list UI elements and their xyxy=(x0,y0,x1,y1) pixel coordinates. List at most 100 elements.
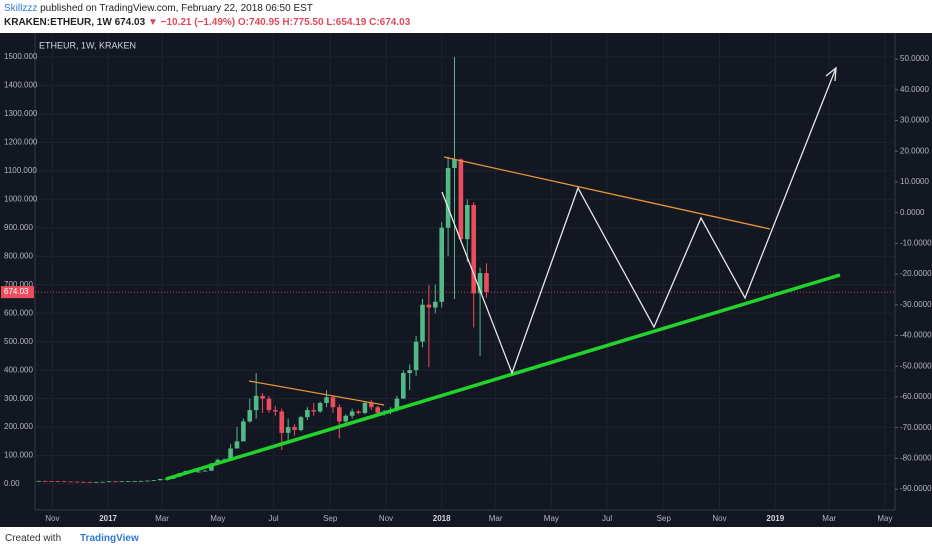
change: ▼ −10.21 (−1.49%) xyxy=(147,17,236,28)
x-tick-label: Mar xyxy=(822,514,836,523)
chart-background xyxy=(0,33,932,527)
x-tick-label: May xyxy=(210,514,225,523)
last-price-label: 674.03 xyxy=(4,287,29,296)
y2-tick-label: 30.0000 xyxy=(900,116,929,125)
candle-body xyxy=(234,441,240,449)
y2-tick-label: -70.0000 xyxy=(900,423,932,432)
y2-tick-label: -10.0000 xyxy=(900,239,932,248)
candle-body xyxy=(349,411,355,416)
candle-body xyxy=(458,159,464,240)
y-tick-label: 1400.000 xyxy=(4,81,38,90)
ohlc-open: O:740.95 xyxy=(237,17,280,28)
candle-body xyxy=(157,478,163,481)
candle-body xyxy=(426,304,432,308)
candle-body xyxy=(369,402,374,408)
candle-body xyxy=(394,398,400,411)
candle-body xyxy=(42,480,48,482)
candle-body xyxy=(151,480,157,482)
x-tick-label: Nov xyxy=(379,514,393,523)
candle-body xyxy=(247,410,253,422)
x-tick-label: Nov xyxy=(712,514,726,523)
x-tick-label: Jul xyxy=(602,514,612,523)
candle-body xyxy=(68,481,73,483)
candle-body xyxy=(119,481,125,483)
y-tick-label: 0.00 xyxy=(4,479,20,488)
y-tick-label: 600.000 xyxy=(4,308,33,317)
candle-body xyxy=(375,407,381,413)
y2-tick-label: -90.0000 xyxy=(900,484,932,493)
candle-body xyxy=(125,481,131,483)
candle-body xyxy=(477,273,483,294)
candle-body xyxy=(55,481,61,483)
trendline xyxy=(248,380,385,406)
candle-body xyxy=(113,481,118,483)
y-tick-label: 1300.000 xyxy=(4,109,38,118)
symbol: KRAKEN:ETHEUR, 1W xyxy=(4,17,112,28)
candle-body xyxy=(228,448,233,460)
candle-body xyxy=(420,304,425,342)
candle-body xyxy=(253,395,259,411)
ohlc-close: C:674.03 xyxy=(369,17,411,28)
candle-body xyxy=(81,481,86,483)
x-tick-label: Mar xyxy=(489,514,503,523)
candle-body xyxy=(292,427,297,430)
candle-body xyxy=(260,395,265,399)
support-line xyxy=(165,273,841,481)
x-tick-label: Mar xyxy=(155,514,169,523)
candle-body xyxy=(202,470,208,472)
x-tick-label: May xyxy=(877,514,892,523)
y-tick-label: 800.000 xyxy=(4,251,33,260)
y-tick-label: 1200.000 xyxy=(4,137,38,146)
y2-tick-label: 40.0000 xyxy=(900,85,929,94)
x-tick-label: Sep xyxy=(657,514,672,523)
candle-body xyxy=(445,167,451,228)
arrow-head xyxy=(825,66,837,82)
axes: 0.00 100.000 200.000 300.000 400.000 500.000 6… xyxy=(1,52,932,523)
candle-body xyxy=(100,481,105,483)
candle-body xyxy=(324,397,329,403)
candle-body xyxy=(298,417,304,430)
candle-body xyxy=(132,481,137,482)
x-tick-label: May xyxy=(544,514,559,523)
candle-body xyxy=(330,397,336,408)
candle-body xyxy=(471,205,476,294)
y2-tick-label: 10.0000 xyxy=(900,177,929,186)
candle-body xyxy=(452,159,457,168)
ohlc-high: H:775.50 xyxy=(282,17,324,28)
candle-body xyxy=(49,481,54,482)
candles xyxy=(35,56,895,483)
candle-body xyxy=(343,415,349,422)
candle-body xyxy=(484,273,489,293)
candle-body xyxy=(432,301,438,308)
y2-tick-label: -50.0000 xyxy=(900,361,932,370)
candle-body xyxy=(196,471,201,473)
trendline xyxy=(443,156,771,230)
y-tick-label: 100.000 xyxy=(4,451,33,460)
candle-body xyxy=(209,463,214,471)
candle-body xyxy=(279,411,285,433)
y2-tick-label: -40.0000 xyxy=(900,331,932,340)
y2-tick-label: -30.0000 xyxy=(900,300,932,309)
y2-tick-label: 0.0000 xyxy=(900,208,925,217)
brand[interactable]: TradingView xyxy=(80,533,139,544)
y-tick-label: 1100.000 xyxy=(4,166,37,175)
y-tick-label: 200.000 xyxy=(4,422,33,431)
price: 674.03 xyxy=(114,17,146,28)
candle-body xyxy=(145,480,150,482)
projection-path xyxy=(441,67,837,375)
x-tick-label: 2017 xyxy=(99,514,117,523)
y2-tick-label: -60.0000 xyxy=(900,392,932,401)
candle-body xyxy=(356,411,361,413)
candle-body xyxy=(305,410,310,418)
candle-body xyxy=(87,481,93,483)
x-tick-label: Jul xyxy=(268,514,278,523)
candle-body xyxy=(285,427,291,433)
footer: Created with TradingView xyxy=(0,527,932,550)
y-tick-label: 300.000 xyxy=(4,394,33,403)
y-tick-label: 900.000 xyxy=(4,223,33,232)
y-tick-label: 400.000 xyxy=(4,365,33,374)
author[interactable]: Skillzzz xyxy=(4,3,38,14)
symbol-line: KRAKEN:ETHEUR, 1W 674.03 ▼ −10.21 (−1.49… xyxy=(4,17,410,28)
candle-body xyxy=(61,481,67,483)
